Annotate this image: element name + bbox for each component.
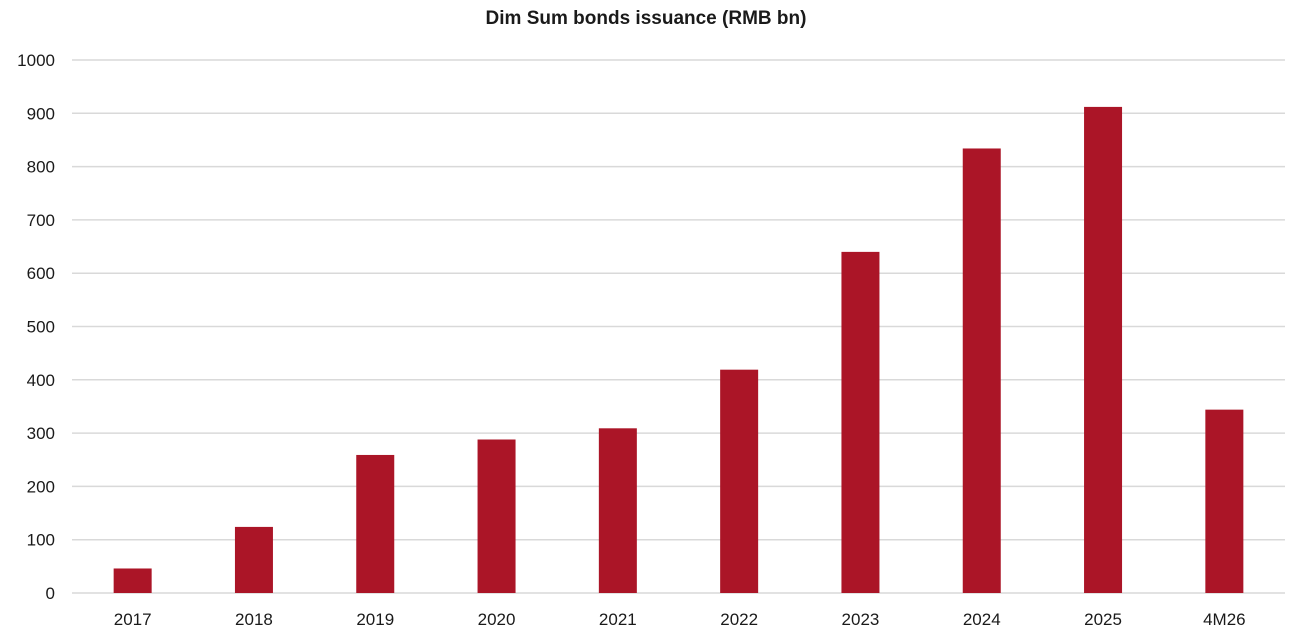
bars — [114, 107, 1244, 593]
bar-2025 — [1084, 107, 1122, 593]
y-tick-label: 700 — [27, 211, 55, 230]
bar-2017 — [114, 568, 152, 593]
y-tick-label: 800 — [27, 158, 55, 177]
bar-2023 — [841, 252, 879, 593]
x-tick-label: 2023 — [842, 610, 880, 629]
y-axis-ticks: 0 100 200 300 400 500 600 700 800 900 1000 — [17, 51, 55, 603]
y-tick-label: 0 — [46, 584, 55, 603]
y-tick-label: 400 — [27, 371, 55, 390]
x-tick-label: 2018 — [235, 610, 273, 629]
x-tick-label: 2025 — [1084, 610, 1122, 629]
bar-2019 — [356, 455, 394, 593]
y-tick-label: 300 — [27, 424, 55, 443]
bar-2018 — [235, 527, 273, 593]
y-tick-label: 500 — [27, 318, 55, 337]
x-tick-label: 2021 — [599, 610, 637, 629]
bar-2020 — [478, 439, 516, 593]
y-tick-label: 100 — [27, 531, 55, 550]
x-tick-label: 2019 — [356, 610, 394, 629]
x-tick-label: 2017 — [114, 610, 152, 629]
x-tick-label: 2024 — [963, 610, 1001, 629]
x-tick-label: 2020 — [478, 610, 516, 629]
y-tick-label: 600 — [27, 264, 55, 283]
y-tick-label: 200 — [27, 477, 55, 496]
y-tick-label: 900 — [27, 104, 55, 123]
bar-2022 — [720, 370, 758, 593]
y-tick-label: 1000 — [17, 51, 55, 70]
x-axis-ticks: 2017 2018 2019 2020 2021 2022 2023 2024 2025 4M26 — [114, 610, 1246, 629]
bar-2021 — [599, 428, 637, 593]
bar-2024 — [963, 148, 1001, 593]
x-tick-label: 4M26 — [1203, 610, 1246, 629]
bar-4M26 — [1205, 410, 1243, 593]
x-tick-label: 2022 — [720, 610, 758, 629]
